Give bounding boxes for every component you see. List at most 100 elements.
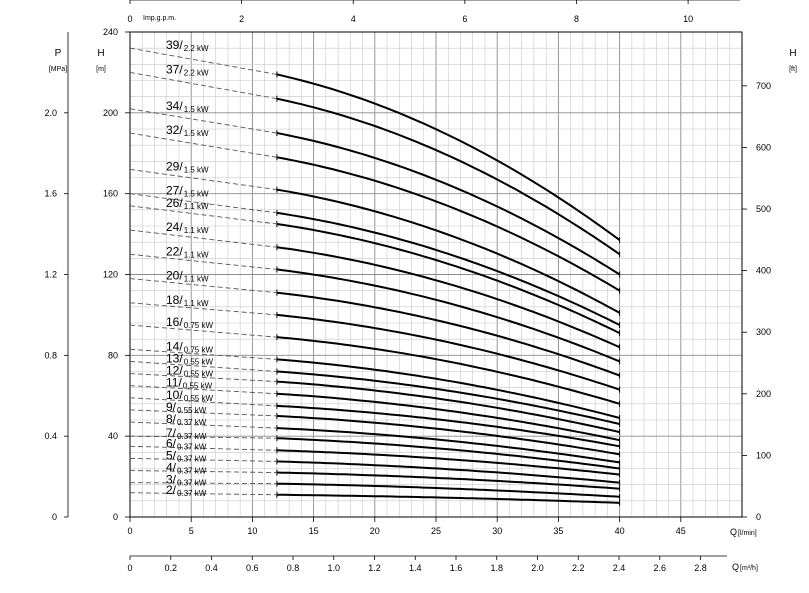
h-m-tick-label: 120	[103, 270, 118, 280]
curve-10	[276, 404, 620, 448]
p-tick-label: 1.2	[44, 270, 57, 280]
curve-label-stage: 13/	[166, 351, 183, 365]
p-tick-label: 1.6	[44, 189, 57, 199]
q-m3h-tick-label: 2.6	[654, 563, 667, 573]
curve-label-stage: 7/	[166, 426, 177, 440]
grid	[129, 31, 743, 518]
curve-26	[276, 223, 621, 334]
q-lmin-axis-unit: [l/min]	[738, 530, 757, 537]
h-m-tick-label: 200	[103, 108, 118, 118]
curve-7	[276, 437, 620, 470]
p-axis-label: P	[55, 48, 62, 59]
curve-20-dash	[129, 278, 277, 294]
curve-27	[276, 211, 621, 326]
q-m3h-tick-label: 1.6	[450, 563, 463, 573]
curve-label-power: 1.1 kW	[184, 226, 209, 235]
curve-label-power: 0.55 kW	[177, 406, 207, 415]
h-m-tick-label: 0	[113, 512, 118, 522]
q-m3h-axis-unit: [m³/h]	[740, 565, 758, 572]
curve-label-stage: 24/	[166, 220, 183, 234]
curve-6-dash	[129, 445, 277, 451]
p-tick-label: 0	[52, 512, 57, 522]
q-m3h-tick-label: 1.4	[409, 563, 422, 573]
h-ft-axis-unit: [ft]	[789, 66, 797, 73]
p-tick-label: 0.4	[44, 431, 57, 441]
curve-29	[276, 188, 621, 314]
q-lmin-tick-label: 25	[431, 526, 441, 536]
h-ft-tick-label: 100	[756, 450, 771, 460]
q-m3h-tick-label: 0.2	[164, 563, 177, 573]
curve-label-stage: 29/	[166, 159, 183, 173]
curve-label-4: 4/0.37 kW	[166, 461, 207, 476]
q-lmin-tick-label: 5	[189, 526, 194, 536]
curve-label-stage: 3/	[166, 473, 177, 487]
h-ft-tick-label: 200	[756, 389, 771, 399]
impgpm-tick-label: 0	[127, 14, 132, 24]
curve-18	[276, 313, 620, 391]
curve-label-stage: 14/	[166, 339, 183, 353]
curve-label-7: 7/0.37 kW	[166, 426, 207, 441]
curve-32-dash	[129, 132, 277, 158]
curve-16-dash	[129, 324, 277, 338]
curve-label-power: 2.2 kW	[184, 68, 209, 77]
curve-label-power: 0.55 kW	[184, 357, 214, 366]
q-m3h-tick-label: 2.2	[572, 563, 585, 573]
p-tick-label: 0.8	[44, 350, 57, 360]
h-m-tick-label: 160	[103, 189, 118, 199]
curve-label-8: 8/0.37 kW	[166, 412, 207, 427]
curve-6	[276, 449, 620, 476]
h-ft-tick-label: 600	[756, 142, 771, 152]
curve-12	[276, 380, 620, 434]
curve-3	[276, 482, 620, 498]
curve-label-20: 20/1.1 kW	[166, 269, 209, 284]
curve-14-dash	[129, 348, 277, 360]
curve-12-dash	[129, 373, 277, 383]
curve-7-dash	[129, 435, 277, 439]
curve-label-16: 16/0.75 kW	[166, 315, 213, 330]
q-lmin-tick-label: 40	[615, 526, 625, 536]
curve-label-stage: 22/	[166, 244, 183, 258]
q-m3h-tick-label: 0.4	[205, 563, 218, 573]
curve-label-5: 5/0.37 kW	[166, 448, 207, 463]
curve-5-dash	[129, 457, 277, 462]
p-axis-unit: [MPa]	[49, 66, 67, 73]
curve-label-power: 0.37 kW	[177, 432, 207, 441]
curve-24-dash	[129, 229, 277, 248]
curve-18-dash	[129, 302, 277, 316]
q-lmin-tick-label: 30	[492, 526, 502, 536]
q-m3h-tick-label: 0.6	[246, 563, 259, 573]
curve-label-18: 18/1.1 kW	[166, 293, 209, 308]
curve-4	[276, 471, 620, 490]
curve-9-dash	[129, 409, 277, 417]
curve-20	[276, 291, 620, 377]
curve-labels: 2/0.37 kW3/0.37 kW4/0.37 kW5/0.37 kW6/0.…	[166, 38, 213, 498]
h-ft-axis-label: H	[789, 48, 796, 59]
h-m-axis-unit: [m]	[96, 66, 106, 73]
h-m-tick-label: 40	[108, 431, 118, 441]
curve-label-stage: 20/	[166, 269, 183, 283]
curve-label-39: 39/2.2 kW	[166, 38, 209, 53]
curve-27-dash	[129, 193, 277, 214]
curve-label-stage: 12/	[166, 364, 183, 378]
curve-10-dash	[129, 397, 277, 407]
curve-label-power: 1.5 kW	[184, 190, 209, 199]
curve-label-14: 14/0.75 kW	[166, 339, 213, 354]
impgpm-tick-label: 10	[683, 14, 693, 24]
curves	[129, 47, 621, 506]
curve-label-26: 26/1.1 kW	[166, 196, 209, 211]
impgpm-tick-label: 8	[574, 14, 579, 24]
curve-label-stage: 10/	[166, 388, 183, 402]
curve-label-stage: 26/	[166, 196, 183, 210]
q-lmin-tick-label: 45	[676, 526, 686, 536]
curve-label-6: 6/0.37 kW	[166, 436, 207, 451]
curve-8	[276, 427, 620, 464]
curve-29-dash	[129, 168, 277, 191]
curve-label-stage: 32/	[166, 123, 183, 137]
curve-5	[276, 460, 620, 484]
curve-9	[276, 415, 620, 456]
q-lmin-tick-label: 35	[553, 526, 563, 536]
curve-label-2: 2/0.37 kW	[166, 483, 207, 498]
curve-label-9: 9/0.55 kW	[166, 400, 207, 415]
curve-label-power: 0.37 kW	[177, 454, 207, 463]
